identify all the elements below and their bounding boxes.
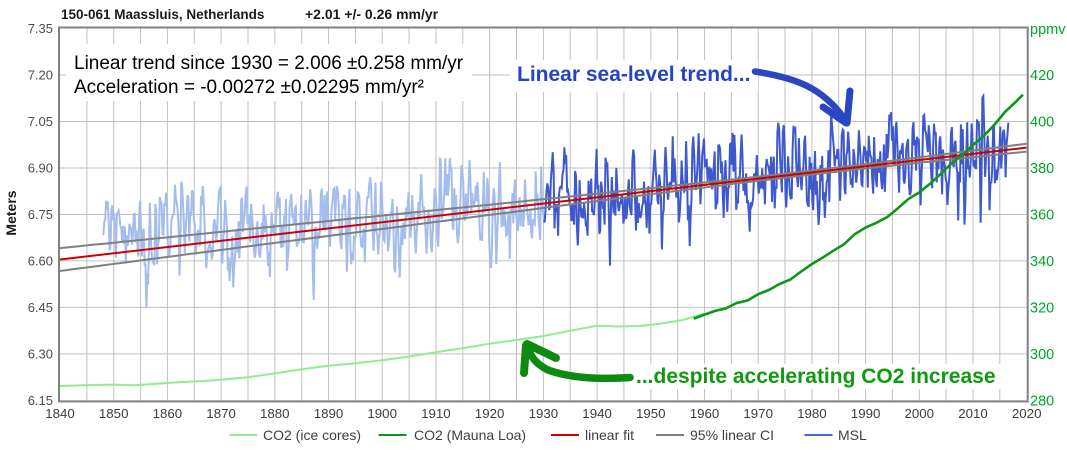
svg-text:1920: 1920: [475, 406, 505, 421]
svg-text:2020: 2020: [1012, 406, 1042, 421]
svg-text:1940: 1940: [582, 406, 612, 421]
svg-text:95% linear CI: 95% linear CI: [690, 427, 774, 443]
svg-text:1970: 1970: [743, 406, 773, 421]
svg-text:400: 400: [1030, 115, 1054, 131]
svg-text:1900: 1900: [367, 406, 397, 421]
svg-text:...despite accelerating CO2 in: ...despite accelerating CO2 increase: [636, 365, 996, 388]
svg-text:+2.01 +/- 0.26 mm/yr: +2.01 +/- 0.26 mm/yr: [305, 6, 439, 22]
svg-text:Linear sea-level trend...: Linear sea-level trend...: [517, 63, 750, 86]
svg-text:6.60: 6.60: [28, 253, 53, 268]
svg-text:ppmv: ppmv: [1030, 22, 1066, 38]
svg-text:380: 380: [1030, 161, 1054, 177]
svg-text:2010: 2010: [958, 406, 988, 421]
svg-text:1860: 1860: [153, 406, 183, 421]
svg-text:1880: 1880: [260, 406, 290, 421]
svg-text:1840: 1840: [45, 406, 75, 421]
svg-text:1850: 1850: [99, 406, 129, 421]
svg-text:300: 300: [1030, 347, 1054, 363]
svg-text:420: 420: [1030, 68, 1054, 84]
svg-text:Meters: Meters: [3, 190, 19, 235]
svg-text:1980: 1980: [797, 406, 827, 421]
svg-text:1990: 1990: [851, 406, 881, 421]
svg-text:MSL: MSL: [838, 427, 867, 443]
svg-text:280: 280: [1030, 394, 1054, 410]
svg-text:360: 360: [1030, 208, 1054, 224]
svg-text:CO2 (ice cores): CO2 (ice cores): [263, 427, 361, 443]
svg-text:1950: 1950: [636, 406, 666, 421]
svg-text:7.35: 7.35: [28, 21, 53, 36]
svg-text:Linear trend since 1930 = 2.00: Linear trend since 1930 = 2.006 ±0.258 m…: [74, 53, 464, 74]
svg-text:linear fit: linear fit: [585, 427, 634, 443]
svg-text:150-061 Maassluis, Netherlands: 150-061 Maassluis, Netherlands: [61, 7, 264, 22]
svg-text:1910: 1910: [421, 406, 451, 421]
svg-text:1930: 1930: [529, 406, 559, 421]
svg-text:6.90: 6.90: [28, 161, 53, 176]
svg-text:CO2 (Mauna Loa): CO2 (Mauna Loa): [414, 427, 526, 443]
svg-text:1890: 1890: [314, 406, 344, 421]
svg-text:Acceleration = -0.00272 ±0.022: Acceleration = -0.00272 ±0.02295 mm/yr²: [74, 77, 424, 98]
svg-text:6.15: 6.15: [28, 393, 53, 408]
svg-text:2000: 2000: [905, 406, 935, 421]
svg-text:6.75: 6.75: [28, 207, 53, 222]
svg-text:1870: 1870: [206, 406, 236, 421]
svg-text:7.20: 7.20: [28, 68, 53, 83]
svg-text:320: 320: [1030, 301, 1054, 317]
svg-text:1960: 1960: [690, 406, 720, 421]
svg-text:6.30: 6.30: [28, 346, 53, 361]
svg-text:6.45: 6.45: [28, 300, 53, 315]
svg-text:340: 340: [1030, 254, 1054, 270]
svg-text:7.05: 7.05: [28, 114, 53, 129]
